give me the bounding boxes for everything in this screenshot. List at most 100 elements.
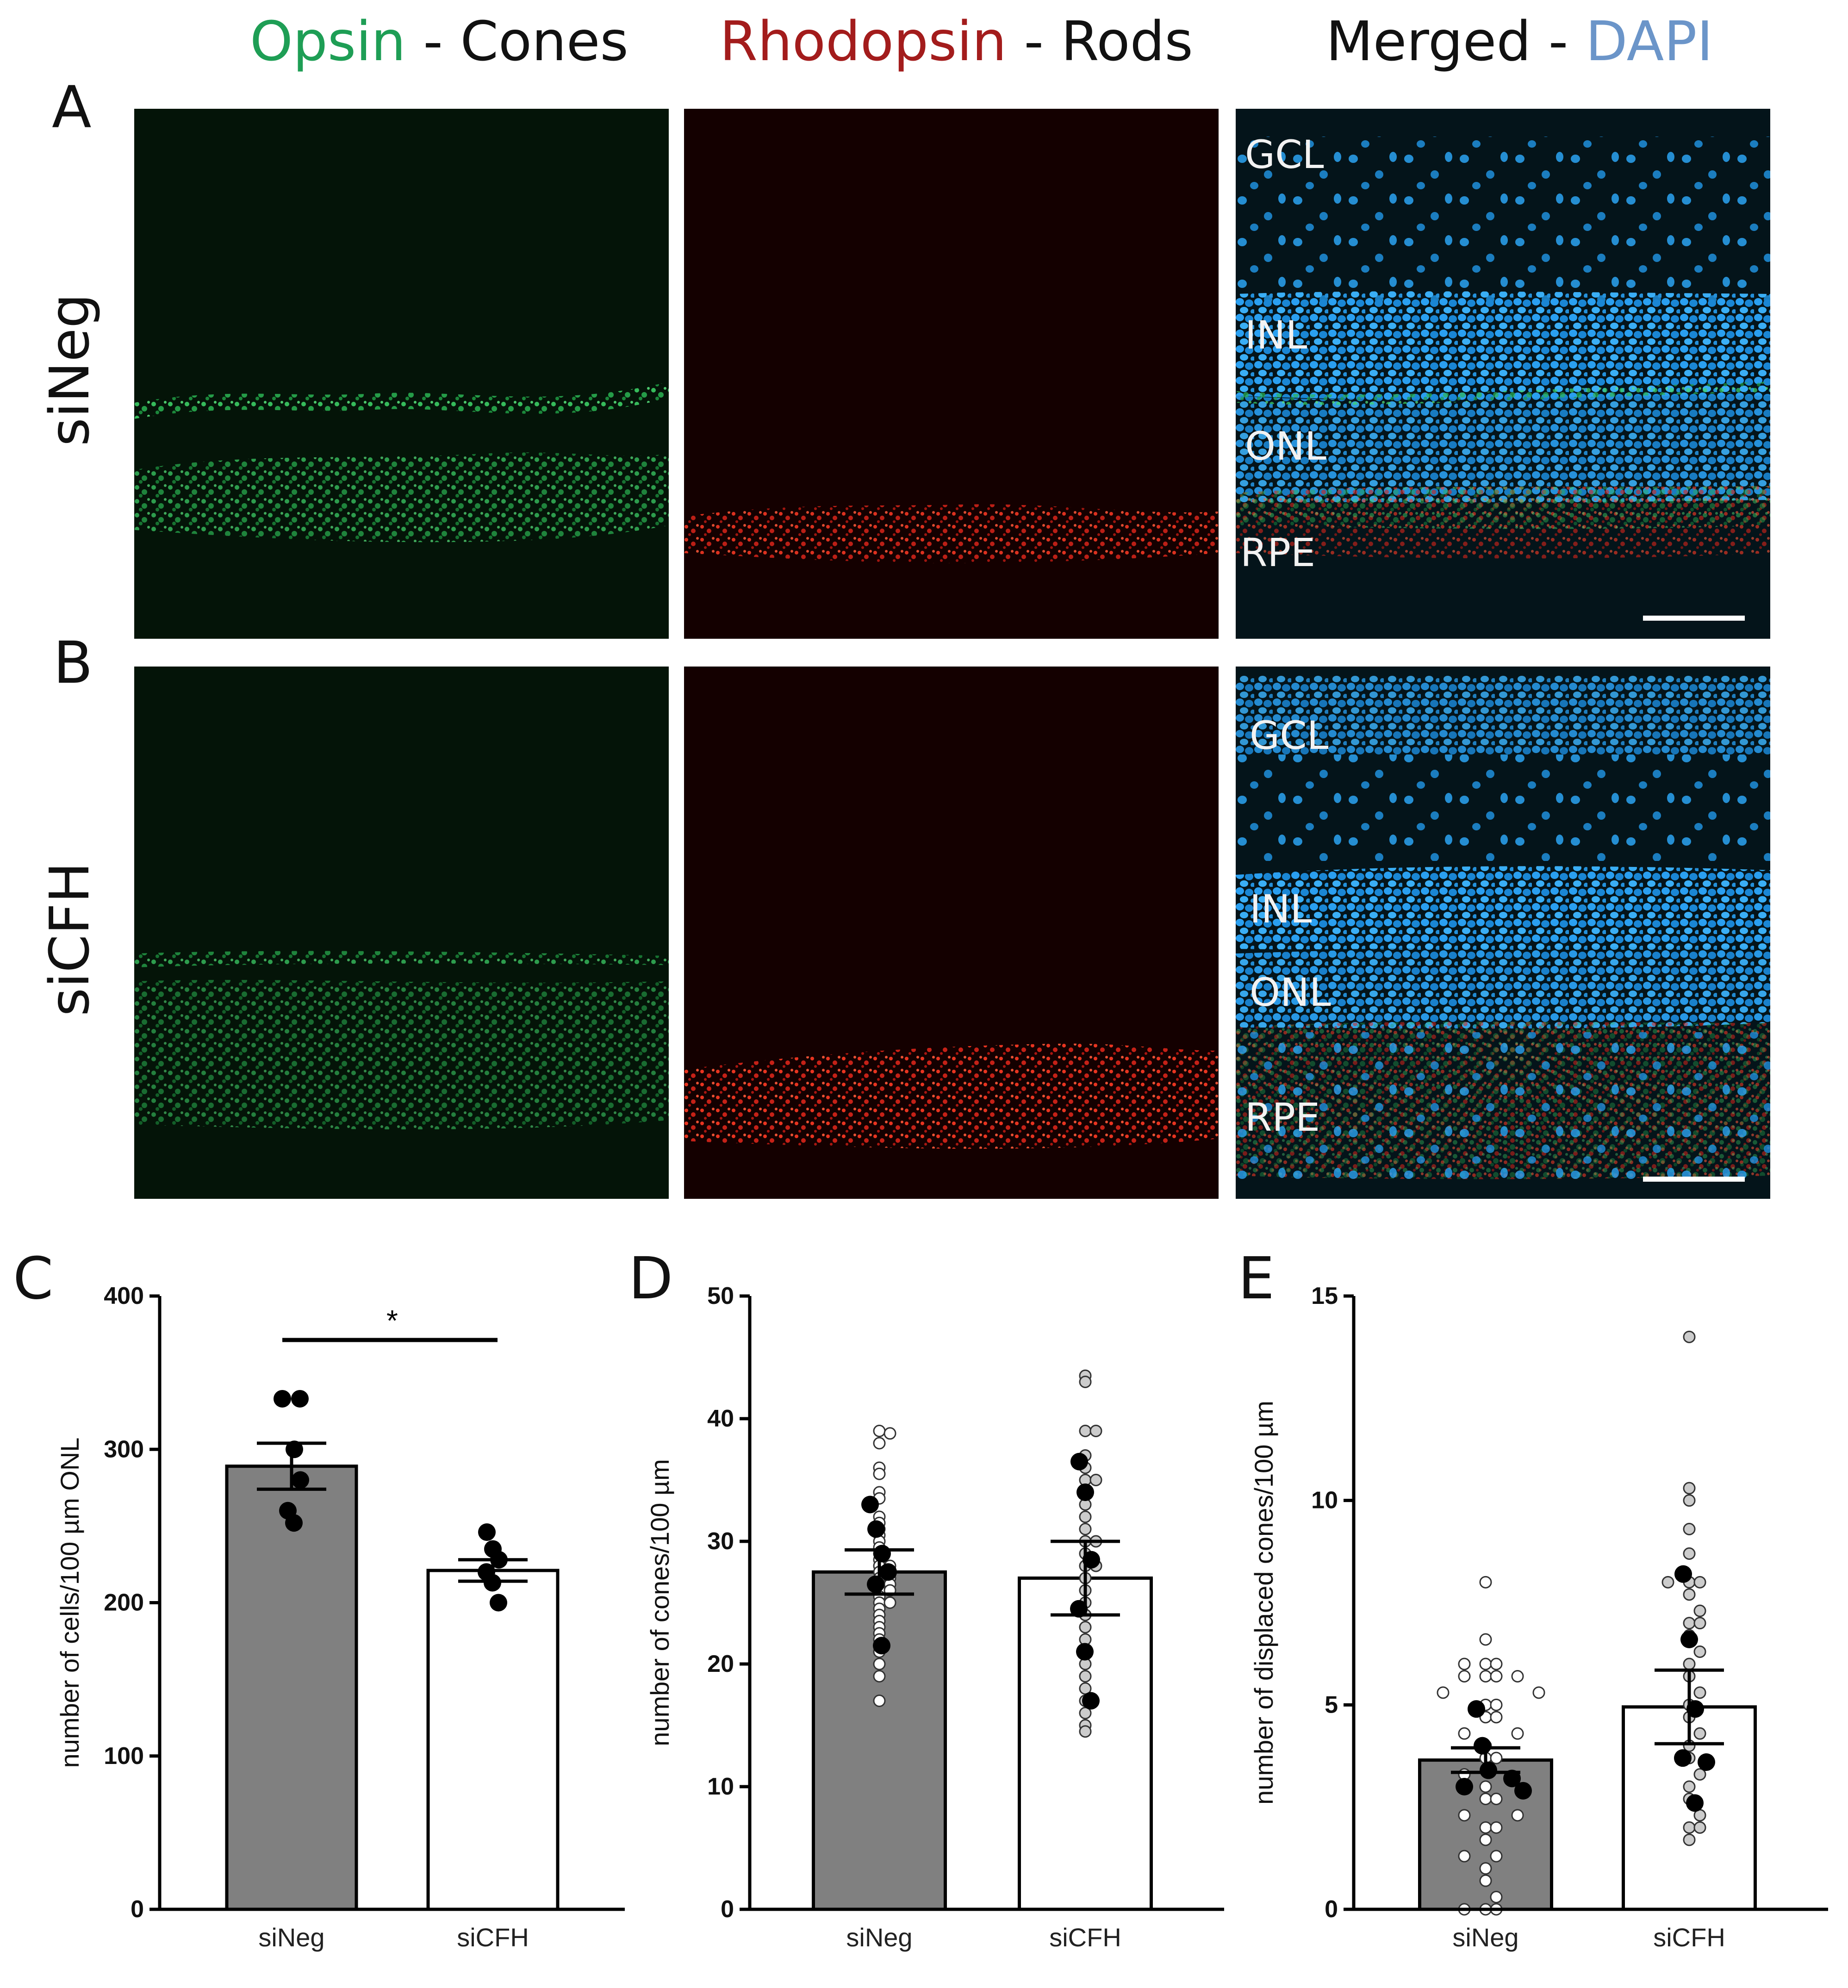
data-point-individual <box>1079 1510 1092 1523</box>
layer-label-rpe: RPE <box>1245 1095 1320 1140</box>
separator: - <box>1007 9 1061 73</box>
bar-sicfh <box>426 1569 560 1911</box>
y-tick-label: 5 <box>1325 1691 1338 1718</box>
significance-marker: * <box>386 1304 398 1337</box>
data-point-mean <box>879 1563 897 1581</box>
target-name: Cones <box>460 9 628 73</box>
data-point-individual <box>1693 1645 1706 1658</box>
data-point-individual <box>1693 1604 1706 1617</box>
column-header-merged: Merged - DAPI <box>1326 9 1713 73</box>
data-point-mean <box>1082 1692 1100 1710</box>
separator: - <box>1531 9 1586 73</box>
data-point-mean <box>1514 1782 1532 1800</box>
layer-label-gcl: GCL <box>1250 713 1329 758</box>
panel-letter-b: B <box>53 629 93 697</box>
data-point-individual <box>1458 1727 1471 1740</box>
data-point-individual <box>1490 1670 1503 1683</box>
data-point-individual <box>1490 1793 1503 1805</box>
data-point-individual <box>1511 1727 1524 1740</box>
layer-label-onl: ONL <box>1245 424 1326 469</box>
data-point-mean <box>285 1514 303 1532</box>
y-tick-label: 10 <box>707 1773 734 1800</box>
panel-letter-c: C <box>13 1245 54 1312</box>
data-point-mean <box>861 1496 879 1514</box>
data-point-mean <box>1480 1761 1497 1779</box>
data-point-individual <box>1511 1670 1524 1683</box>
data-point-individual <box>1683 1833 1696 1846</box>
data-point-individual <box>1693 1576 1706 1589</box>
data-point-individual <box>1490 1658 1503 1670</box>
data-point-individual <box>1693 1768 1706 1781</box>
data-point-mean <box>1686 1794 1704 1812</box>
data-point-individual <box>1490 1850 1503 1863</box>
data-point-individual <box>884 1596 896 1609</box>
micrograph-a-merged: GCL INL ONL RPE <box>1236 109 1770 639</box>
data-point-individual <box>1683 1547 1696 1560</box>
data-point-mean <box>1468 1700 1485 1718</box>
y-tick-label: 0 <box>131 1896 144 1923</box>
data-point-individual <box>1693 1727 1706 1740</box>
data-point-individual <box>1683 1588 1696 1601</box>
data-point-individual <box>1683 1482 1696 1495</box>
data-point-individual <box>1079 1425 1092 1437</box>
target-name: DAPI <box>1585 9 1713 73</box>
data-point-individual <box>873 1437 886 1450</box>
y-tick-label: 300 <box>104 1436 144 1463</box>
layer-label-onl: ONL <box>1250 970 1331 1015</box>
data-point-mean <box>1076 1643 1094 1661</box>
data-point-mean <box>490 1594 507 1612</box>
data-point-individual <box>1458 1850 1471 1863</box>
data-point-individual <box>873 1425 886 1437</box>
data-point-mean <box>1680 1631 1698 1648</box>
data-point-individual <box>1693 1617 1706 1630</box>
data-point-individual <box>1479 1833 1492 1846</box>
data-point-mean <box>292 1471 309 1489</box>
x-tick-label: siCFH <box>1653 1923 1725 1952</box>
panel-letter-d: D <box>628 1245 673 1312</box>
data-point-mean <box>1456 1778 1473 1795</box>
micrograph-b-merged: GCL INL ONL RPE <box>1236 667 1770 1199</box>
scale-bar <box>1643 616 1745 621</box>
column-header-rhodopsin: Rhodopsin - Rods <box>720 9 1193 73</box>
data-point-mean <box>1698 1753 1715 1771</box>
data-point-individual <box>1683 1658 1696 1670</box>
panel-letter-e: E <box>1238 1245 1275 1312</box>
y-tick-label: 0 <box>721 1896 734 1923</box>
data-point-individual <box>1479 1658 1492 1670</box>
data-point-mean <box>1070 1452 1088 1471</box>
x-tick-label: siNeg <box>258 1923 324 1952</box>
y-tick-label: 50 <box>707 1283 734 1309</box>
data-point-individual <box>1079 1725 1092 1738</box>
y-tick-label: 200 <box>104 1589 144 1616</box>
data-point-mean <box>1674 1749 1692 1767</box>
chart-e: 0 5 10 15 siNeg siCFH number of displaced cone… <box>1249 1283 1828 1952</box>
data-point-individual <box>884 1427 896 1440</box>
data-point-individual <box>1079 1621 1092 1633</box>
layer-label-gcl: GCL <box>1245 132 1324 177</box>
stain-name: Merged <box>1326 9 1531 73</box>
chart-c: 0 100 200 300 400 siNeg siCFH number of cells/1… <box>55 1283 625 1952</box>
stain-name: Rhodopsin <box>720 9 1007 73</box>
y-tick-label: 10 <box>1311 1487 1338 1514</box>
data-point-individual <box>1490 1711 1503 1724</box>
data-point-mean <box>1674 1565 1692 1583</box>
target-name: Rods <box>1061 9 1193 73</box>
data-point-mean <box>1503 1770 1521 1788</box>
data-point-individual <box>1661 1576 1674 1589</box>
data-point-individual <box>1079 1376 1092 1388</box>
data-point-mean <box>274 1390 291 1408</box>
data-point-mean <box>867 1520 885 1538</box>
micrograph-a-opsin <box>134 109 669 639</box>
y-tick-label: 30 <box>707 1528 734 1555</box>
data-point-mean <box>873 1545 891 1563</box>
data-point-individual <box>1683 1330 1696 1343</box>
data-point-individual <box>1458 1658 1471 1670</box>
data-point-individual <box>1479 1670 1492 1683</box>
column-header-opsin: Opsin - Cones <box>250 9 628 73</box>
data-point-individual <box>1693 1686 1706 1699</box>
data-point-individual <box>1532 1686 1545 1699</box>
y-tick-label: 400 <box>104 1283 144 1309</box>
x-tick-label: siCFH <box>457 1923 529 1952</box>
data-point-individual <box>1089 1425 1102 1437</box>
y-tick-label: 15 <box>1311 1283 1338 1309</box>
